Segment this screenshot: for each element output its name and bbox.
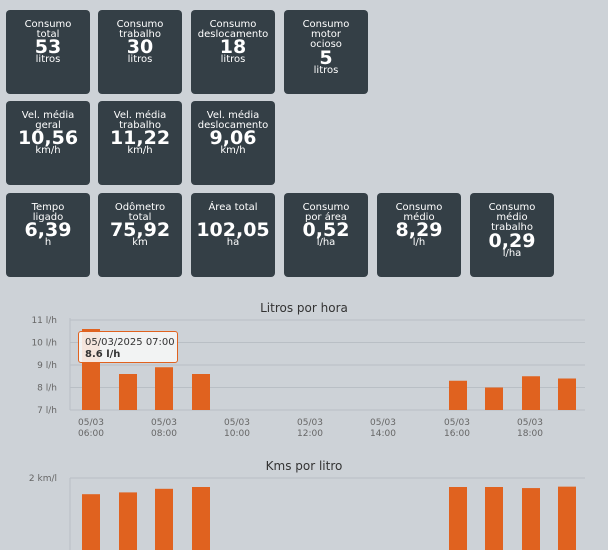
kpi-unit: l/ha [316,237,336,248]
bar [522,488,540,550]
kpi-card: Consumo total 53 litros [6,10,90,94]
kpi-label: Consumo médio [395,202,443,223]
kpi-label: Área total [208,202,258,213]
x-tick-label: 05/03 [78,418,104,428]
x-tick-label: 16:00 [444,429,470,439]
x-tick-label: 08:00 [151,429,177,439]
kpi-unit: km/h [35,145,61,156]
kpi-card: Consumo deslocamento 18 litros [191,10,275,94]
kpi-unit: h [44,237,52,248]
chart-tooltip: 05/03/2025 07:00 8.6 l/h [78,331,178,363]
bar [192,487,210,550]
x-tick-label: 05/03 [297,418,323,428]
bar [119,374,137,410]
bar [449,380,467,410]
x-tick-label: 10:00 [224,429,250,439]
bar [155,367,173,410]
kpi-card: Consumo por área 0,52 l/ha [284,193,368,277]
kpi-unit: l/ha [502,248,522,259]
kpi-value: 18 [219,36,247,58]
kpi-label: Tempo ligado [31,202,65,223]
kpi-unit: km [132,237,148,248]
kpi-label: Consumo total [24,19,72,40]
kpi-card: Consumo médio trabalho 0,29 l/ha [470,193,554,277]
x-tick-label: 12:00 [297,429,323,439]
kpi-value: 102,05 [196,219,270,241]
kpi-card: Consumo trabalho 30 litros [98,10,182,94]
kpi-label: Odômetro total [114,202,166,223]
x-tick-label: 05/03 [151,418,177,428]
kpi-value: 30 [126,36,154,58]
kpi-value: 0,52 [302,219,350,241]
kpi-card: Odômetro total 75,92 km [98,193,182,277]
x-tick-label: 05/03 [224,418,250,428]
kpi-unit: km/h [220,145,246,156]
x-tick-label: 05/03 [444,418,470,428]
bar [82,494,100,550]
x-tick-label: 18:00 [517,429,543,439]
kpi-value: 5 [319,47,333,69]
kpi-value: 0,29 [488,230,536,252]
chart1-title: Litros por hora [260,301,348,315]
bar [558,378,576,410]
bar [192,374,210,410]
kpi-value: 11,22 [109,127,171,149]
bar [485,387,503,410]
kpi-unit: km/h [127,145,153,156]
kpi-value: 75,92 [109,219,171,241]
bar [155,488,173,550]
y-tick-label: 11 l/h [31,316,57,326]
kpi-label: Consumo médio trabalho [488,202,536,233]
kpi-value: 6,39 [24,219,72,241]
kpi-label: Vel. média deslocamento [197,110,269,131]
bar [522,376,540,410]
kpi-value: 8,29 [395,219,443,241]
kpi-unit: litros [220,54,246,65]
kpi-unit: litros [313,65,339,76]
x-tick-label: 05/03 [517,418,543,428]
y-tick-label: 7 l/h [37,406,57,416]
kpi-value: 9,06 [209,127,257,149]
y-tick-label: 8 l/h [37,384,57,394]
kpi-card: Vel. média trabalho 11,22 km/h [98,101,182,185]
kpi-card: Área total 102,05 ha [191,193,275,277]
kpi-label: Consumo por área [302,202,350,223]
kpi-unit: litros [127,54,153,65]
kpi-unit: ha [226,237,240,248]
kpi-label: Consumo trabalho [116,19,164,40]
y-tick-label: 2 km/l [29,474,57,484]
y-tick-label: 10 l/h [31,339,57,349]
kpi-unit: l/h [412,237,426,248]
x-tick-label: 14:00 [370,429,396,439]
y-tick-label: 9 l/h [37,361,57,371]
tooltip-date: 05/03/2025 07:00 [85,337,175,348]
kpi-value: 53 [34,36,62,58]
kpi-label: Consumo motor ocioso [302,19,350,50]
kpi-value: 10,56 [17,127,79,149]
bar [485,487,503,550]
chart2-title: Kms por litro [265,459,343,473]
x-tick-label: 05/03 [370,418,396,428]
kpi-card: Consumo médio 8,29 l/h [377,193,461,277]
kpi-label: Vel. média trabalho [113,110,167,131]
bar [449,487,467,550]
x-tick-label: 06:00 [78,429,104,439]
bar [558,486,576,550]
kpi-label: Consumo deslocamento [197,19,269,40]
kpi-card: Vel. média deslocamento 9,06 km/h [191,101,275,185]
kpi-unit: litros [35,54,61,65]
kpi-card: Tempo ligado 6,39 h [6,193,90,277]
kpi-card: Vel. média geral 10,56 km/h [6,101,90,185]
tooltip-value: 8.6 l/h [85,349,121,360]
kpi-card: Consumo motor ocioso 5 litros [284,10,368,94]
bar [119,492,137,550]
kpi-label: Vel. média geral [21,110,75,131]
